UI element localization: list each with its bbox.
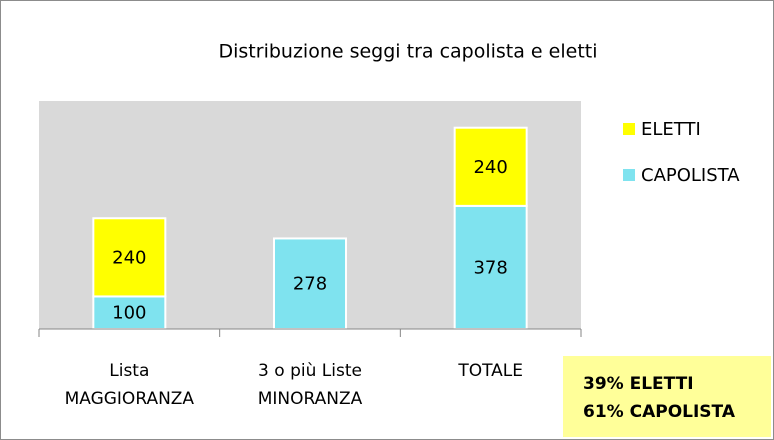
x-tick-label: TOTALE xyxy=(458,361,523,381)
legend-swatch xyxy=(623,169,635,181)
bar-segment xyxy=(453,126,528,207)
annotation: 39% ELETTI xyxy=(583,374,694,394)
data-label: 240 xyxy=(112,247,146,268)
data-label: 100 xyxy=(112,303,146,324)
data-label: 278 xyxy=(293,274,327,295)
annotation: 61% CAPOLISTA xyxy=(583,402,735,422)
x-tick-label: 3 o più Liste MINORANZA xyxy=(257,361,363,409)
legend-swatch xyxy=(623,123,635,135)
bar-segment xyxy=(92,217,167,298)
bar-segment xyxy=(453,204,528,331)
data-label: 378 xyxy=(473,257,507,278)
data-label: 240 xyxy=(473,157,507,178)
chart-title: Distribuzione seggi tra capolista e elet… xyxy=(219,41,598,63)
x-tick-label: Lista MAGGIORANZA xyxy=(64,361,195,409)
legend-label: ELETTI xyxy=(641,119,701,140)
legend-label: CAPOLISTA xyxy=(641,165,740,186)
bar-segment xyxy=(273,237,347,330)
annotation-box: 39% ELETTI 61% CAPOLISTA xyxy=(563,356,771,437)
